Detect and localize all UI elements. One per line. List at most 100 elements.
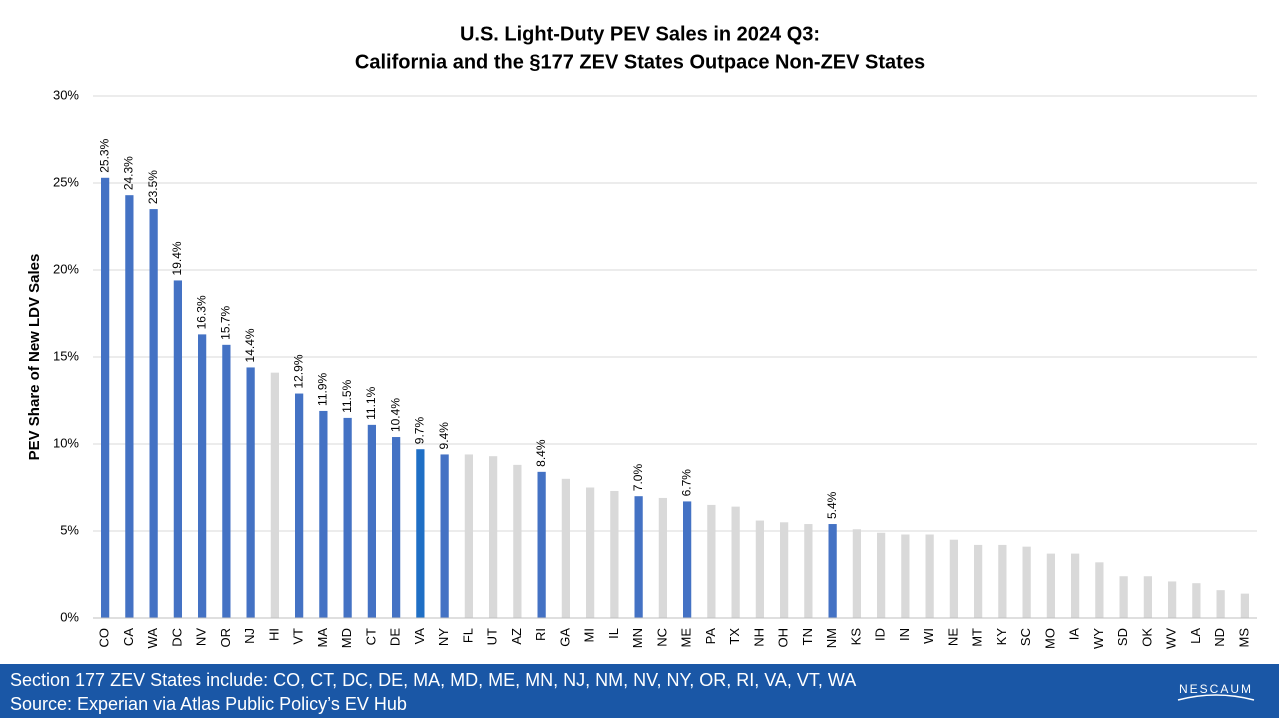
value-label: 9.4% <box>437 422 451 450</box>
logo: NESCAUM <box>1179 682 1253 696</box>
x-tick-label: NH <box>751 628 766 647</box>
x-tick-label: NY <box>436 628 451 646</box>
footer-band <box>0 664 1279 718</box>
value-label: 9.7% <box>413 417 427 445</box>
x-tick-label: OR <box>218 628 233 648</box>
value-label: 10.4% <box>388 398 402 432</box>
x-tick-label: SC <box>1018 628 1033 646</box>
bar <box>1168 581 1177 618</box>
x-tick-label: ND <box>1212 628 1227 647</box>
bar <box>561 478 570 618</box>
bar <box>610 490 619 618</box>
x-tick-label: DC <box>169 628 184 647</box>
bar <box>731 506 740 618</box>
bar <box>658 497 667 618</box>
bar <box>901 534 910 618</box>
x-tick-label: OH <box>776 628 791 648</box>
x-tick-label: MA <box>315 628 330 648</box>
bar <box>1143 576 1152 618</box>
x-tick-label: AZ <box>509 628 524 645</box>
x-tick-label: RI <box>533 628 548 641</box>
y-axis-label: PEV Share of New LDV Sales <box>26 254 43 461</box>
y-tick-label: 20% <box>53 261 79 276</box>
x-tick-label: NM <box>824 628 839 648</box>
footer-source: Source: Experian via Atlas Public Policy… <box>10 694 407 714</box>
value-label: 24.3% <box>122 156 136 190</box>
value-label: 5.4% <box>825 491 839 519</box>
y-tick-label: 10% <box>53 435 79 450</box>
bar <box>998 544 1007 618</box>
bar <box>877 532 886 618</box>
x-tick-label: CA <box>121 628 136 646</box>
x-tick-label: WI <box>921 628 936 644</box>
bar <box>246 367 255 618</box>
value-label: 16.3% <box>194 295 208 329</box>
x-tick-label: MD <box>339 628 354 648</box>
value-label: 19.4% <box>170 241 184 275</box>
value-label: 11.9% <box>316 372 330 405</box>
footer-note: Section 177 ZEV States include: CO, CT, … <box>10 670 856 690</box>
value-label: 6.7% <box>679 469 693 497</box>
bar <box>1022 546 1031 618</box>
x-tick-label: KY <box>994 628 1009 646</box>
bar <box>828 524 837 618</box>
y-tick-label: 15% <box>53 348 79 363</box>
bar <box>367 424 376 618</box>
bar <box>804 524 813 618</box>
x-tick-label: NV <box>194 628 209 646</box>
bar <box>586 487 595 618</box>
bar <box>1240 593 1249 618</box>
bar <box>755 520 764 618</box>
x-tick-label: MO <box>1042 628 1057 649</box>
value-label: 14.4% <box>243 328 257 362</box>
value-label: 8.4% <box>534 439 548 467</box>
x-tick-label: HI <box>266 628 281 641</box>
x-tick-label: TN <box>800 628 815 645</box>
x-tick-label: NE <box>945 628 960 646</box>
bar <box>537 471 546 618</box>
value-label: 23.5% <box>146 170 160 204</box>
bar <box>634 496 643 618</box>
bar <box>489 456 498 618</box>
x-tick-label: CT <box>363 628 378 645</box>
bar <box>1046 553 1055 618</box>
bar <box>270 372 279 618</box>
x-tick-label: VA <box>412 628 427 645</box>
x-tick-label: UT <box>485 628 500 645</box>
bar <box>392 437 401 618</box>
value-label: 15.7% <box>219 305 233 339</box>
x-tick-label: MI <box>582 628 597 642</box>
bar <box>464 454 473 618</box>
bar <box>683 501 692 618</box>
bar <box>1192 583 1201 618</box>
x-tick-label: WY <box>1091 628 1106 649</box>
bar <box>295 393 304 618</box>
x-tick-label: TX <box>727 628 742 645</box>
value-label: 7.0% <box>631 464 645 492</box>
bar <box>198 334 207 618</box>
logo-swoosh <box>1177 694 1255 701</box>
bar <box>974 544 983 618</box>
x-tick-label: KS <box>848 628 863 646</box>
bar <box>1095 562 1104 618</box>
bar <box>125 195 134 618</box>
x-tick-label: FL <box>460 628 475 643</box>
x-tick-label: LA <box>1188 628 1203 644</box>
chart-title: U.S. Light-Duty PEV Sales in 2024 Q3: <box>460 23 820 45</box>
x-tick-label: MS <box>1236 628 1251 648</box>
bar <box>1216 590 1225 618</box>
bar <box>319 410 328 618</box>
x-tick-label: NC <box>654 628 669 647</box>
bar <box>780 522 789 618</box>
bar <box>1071 553 1080 618</box>
bar <box>149 209 158 618</box>
x-tick-label: SD <box>1115 628 1130 646</box>
bar <box>1119 576 1128 618</box>
value-label: 12.9% <box>291 354 305 388</box>
bar <box>173 280 182 618</box>
x-tick-label: WA <box>145 628 160 649</box>
value-label: 11.1% <box>364 386 378 419</box>
x-tick-label: WV <box>1164 628 1179 649</box>
y-tick-label: 25% <box>53 174 79 189</box>
